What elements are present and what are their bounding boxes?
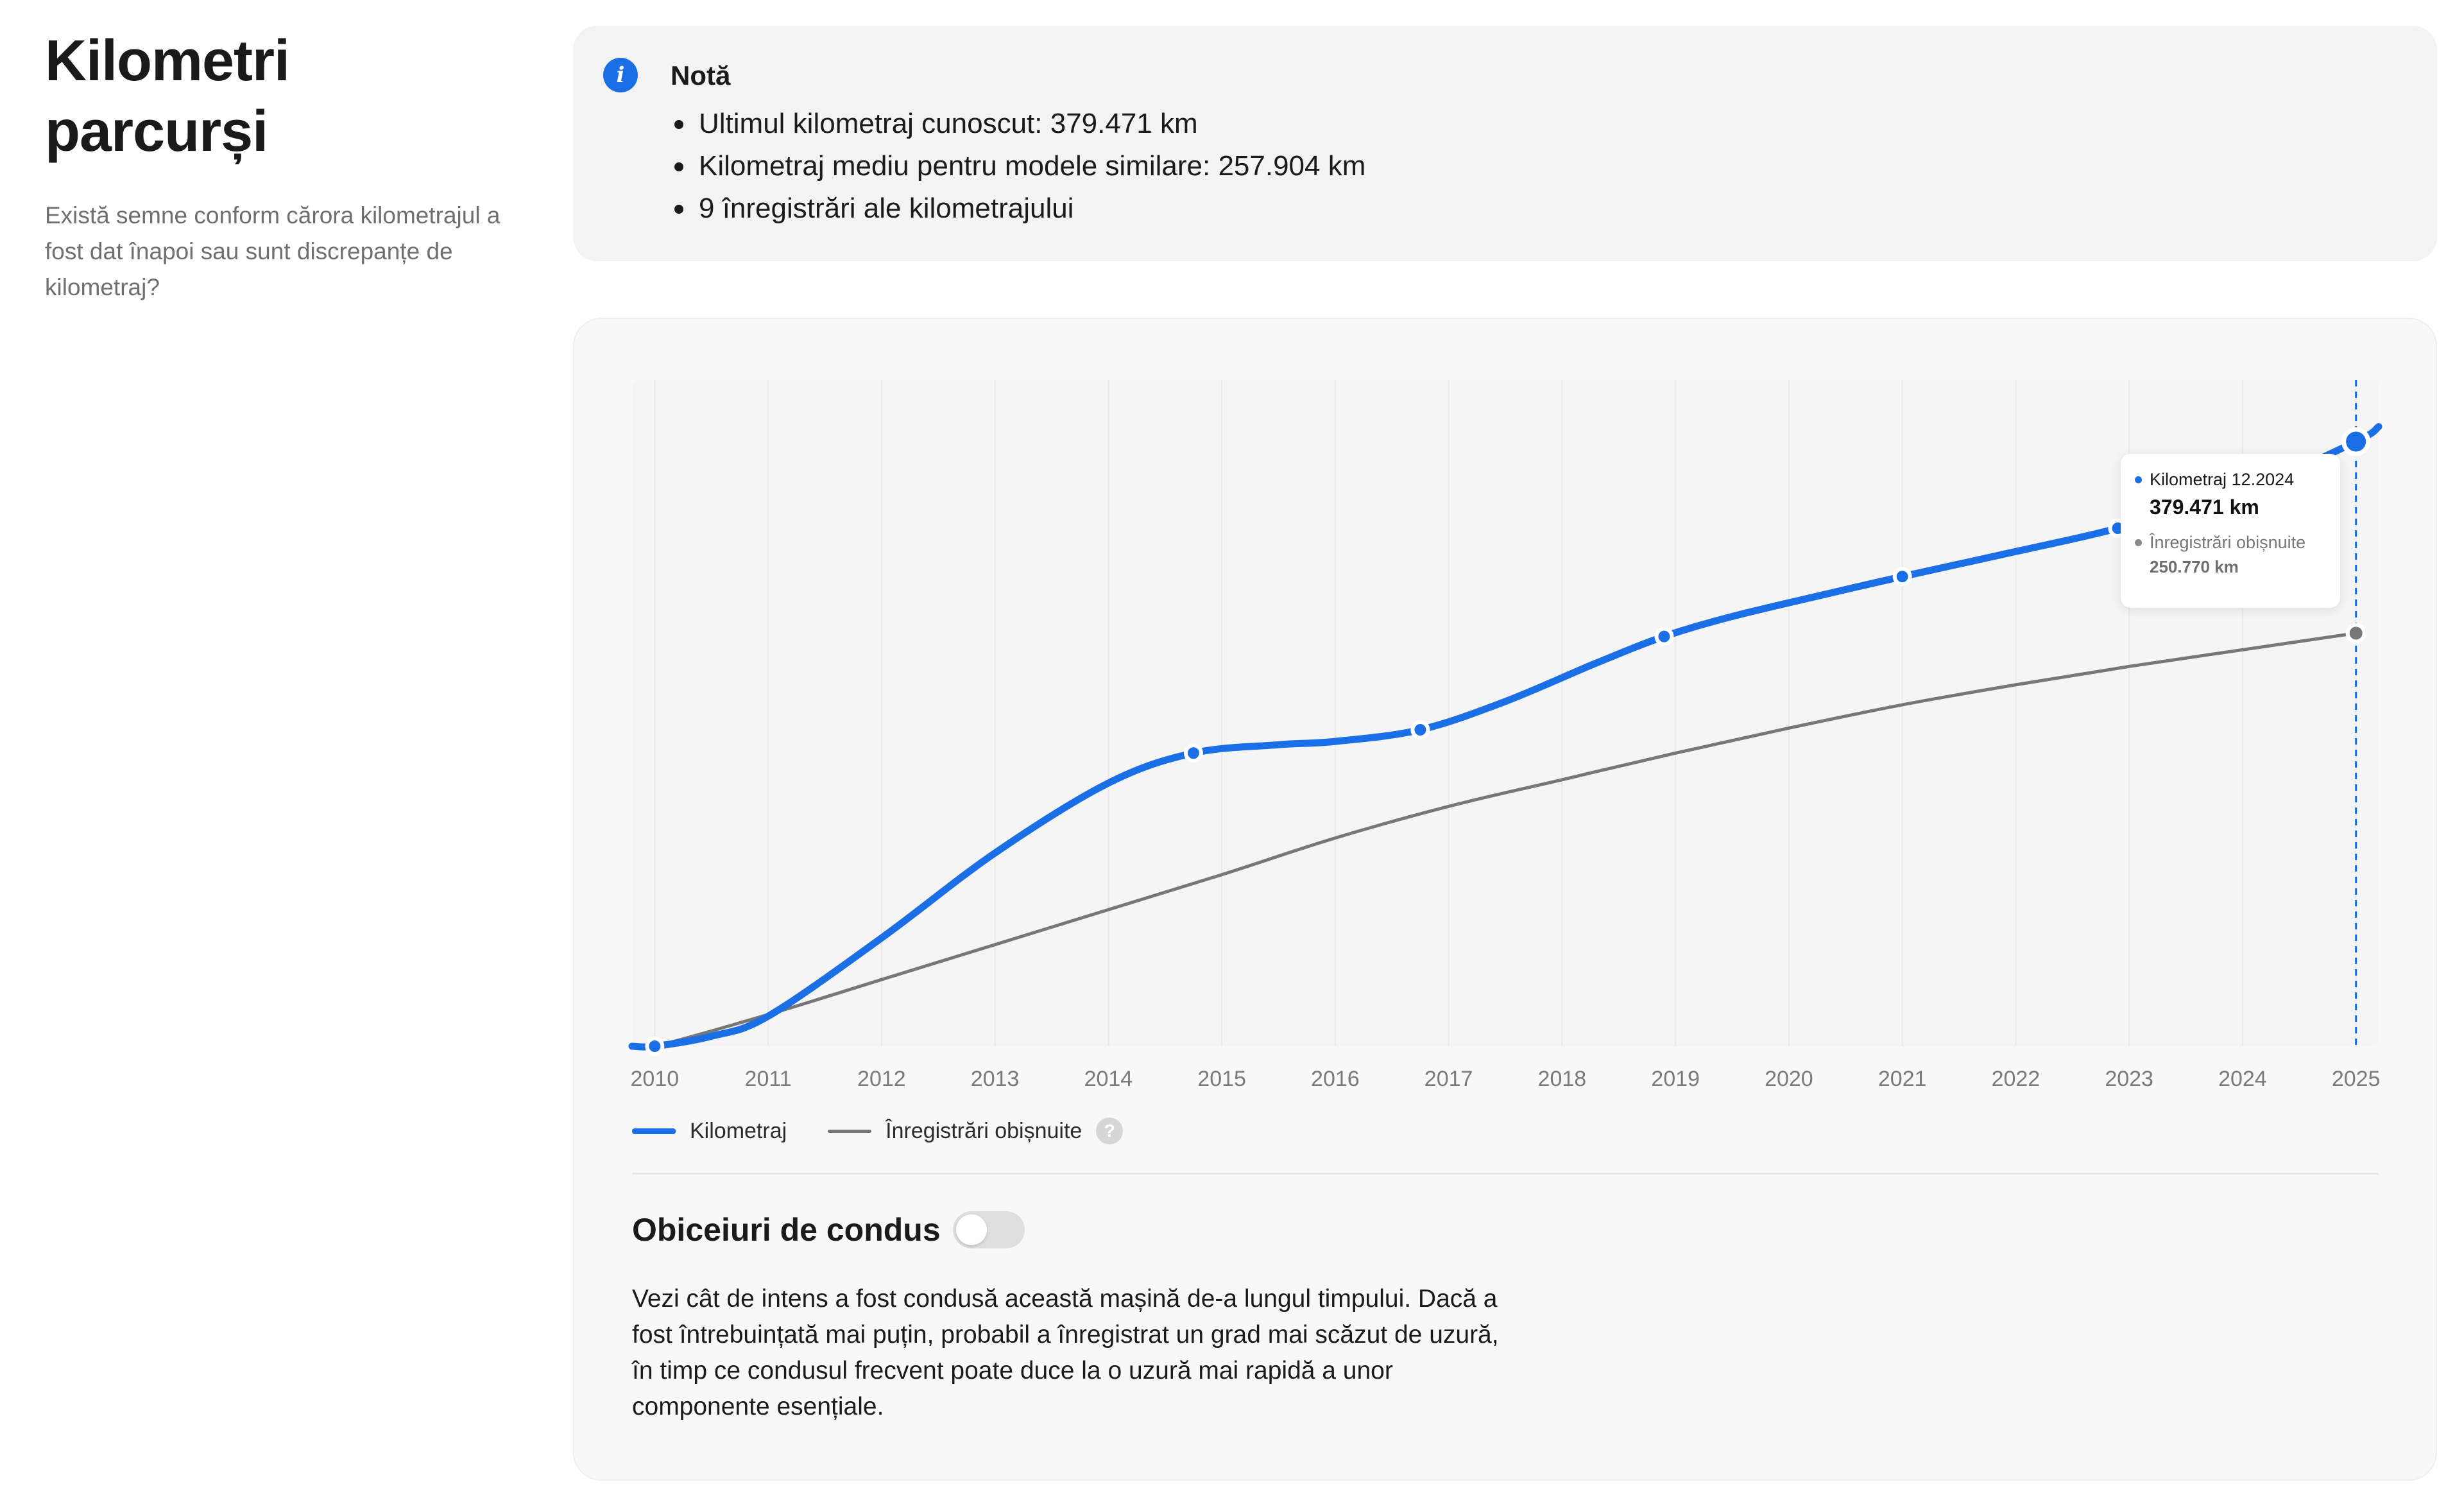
series-line-mileage — [628, 423, 2383, 1051]
record-point — [645, 1037, 665, 1056]
x-tick-label: 2023 — [2105, 1067, 2153, 1091]
chart-tooltip: Kilometraj 12.2024 379.471 km Înregistră… — [2121, 454, 2340, 608]
highlight-point-typical — [2345, 623, 2366, 644]
legend-swatch-mileage — [632, 1128, 676, 1134]
left-column: Kilometri parcurși Există semne conform … — [45, 26, 507, 306]
habits-toggle[interactable] — [953, 1211, 1025, 1248]
record-point — [1183, 743, 1203, 763]
note-item-average-mileage: Kilometraj mediu pentru modele similare:… — [671, 145, 1365, 187]
series-line-typical — [630, 631, 2358, 1051]
x-tick-label: 2025 — [2332, 1067, 2381, 1091]
x-tick-label: 2012 — [857, 1067, 906, 1091]
plot-area — [632, 380, 2379, 1046]
x-tick-label: 2013 — [971, 1067, 1020, 1091]
tooltip-mileage-label: Kilometraj 12.2024 — [2150, 470, 2295, 489]
tooltip-mileage-dot — [2135, 476, 2142, 483]
x-tick-label: 2018 — [1538, 1067, 1587, 1091]
x-tick-label: 2024 — [2218, 1067, 2267, 1091]
habits-description: Vezi cât de intens a fost condusă aceast… — [632, 1285, 1499, 1420]
habits-title: Obiceiuri de condus — [632, 1212, 941, 1248]
x-tick-label: 2021 — [1878, 1067, 1927, 1091]
chart-legend: Kilometraj Înregistrări obișnuite ? — [632, 1115, 1164, 1147]
note-item-last-mileage: Ultimul kilometraj cunoscut: 379.471 km — [671, 103, 1365, 145]
x-tick-label: 2022 — [1992, 1067, 2041, 1091]
tooltip-typical-value: 250.770 km — [2150, 557, 2239, 576]
mileage-chart[interactable]: 2010 2011 2012 2013 2014 2015 2016 2017 2018 2019… — [574, 319, 2438, 1108]
legend-label-typical: Înregistrări obișnuite — [886, 1118, 1082, 1143]
mileage-chart-card: 2010 2011 2012 2013 2014 2015 2016 2017 2018 2019… — [573, 318, 2437, 1481]
info-icon: i — [603, 58, 638, 92]
help-icon[interactable]: ? — [1096, 1117, 1124, 1144]
legend-swatch-typical — [828, 1129, 872, 1133]
page-subtitle: Există semne conform cărora kilometrajul… — [45, 202, 501, 300]
x-tick-label: 2014 — [1084, 1067, 1133, 1091]
highlight-point-mileage — [2341, 427, 2371, 456]
tooltip-mileage-value: 379.471 km — [2150, 496, 2259, 519]
legend-item-typical[interactable]: Înregistrări obișnuite ? — [828, 1117, 1124, 1144]
legend-item-mileage[interactable]: Kilometraj — [632, 1119, 787, 1144]
x-tick-label: 2020 — [1765, 1067, 1813, 1091]
tooltip-typical-label: Înregistrări obișnuite — [2150, 533, 2306, 552]
x-tick-label: 2017 — [1425, 1067, 1473, 1091]
divider — [632, 1173, 2379, 1175]
x-tick-label: 2015 — [1197, 1067, 1246, 1091]
record-point — [1892, 567, 1912, 587]
record-point — [1654, 626, 1674, 646]
tooltip-typical-dot — [2135, 539, 2142, 546]
note-title: Notă — [671, 60, 731, 91]
x-tick-label: 2010 — [631, 1067, 680, 1091]
x-tick-label: 2019 — [1651, 1067, 1700, 1091]
page-title: Kilometri parcurși — [45, 29, 290, 164]
legend-label-mileage: Kilometraj — [690, 1118, 787, 1143]
tooltip-typical-row: Înregistrări obișnuite — [2135, 531, 2327, 554]
x-tick-label: 2016 — [1311, 1067, 1360, 1091]
tooltip-mileage-row: Kilometraj 12.2024 — [2135, 468, 2327, 491]
note-item-record-count: 9 înregistrări ale kilometrajului — [671, 187, 1365, 230]
x-tick-label: 2011 — [745, 1067, 792, 1091]
toggle-knob — [956, 1214, 987, 1245]
record-point — [1410, 720, 1430, 739]
note-list: Ultimul kilometraj cunoscut: 379.471 km … — [671, 103, 1365, 230]
note-card: i Notă Ultimul kilometraj cunoscut: 379.… — [573, 26, 2437, 261]
